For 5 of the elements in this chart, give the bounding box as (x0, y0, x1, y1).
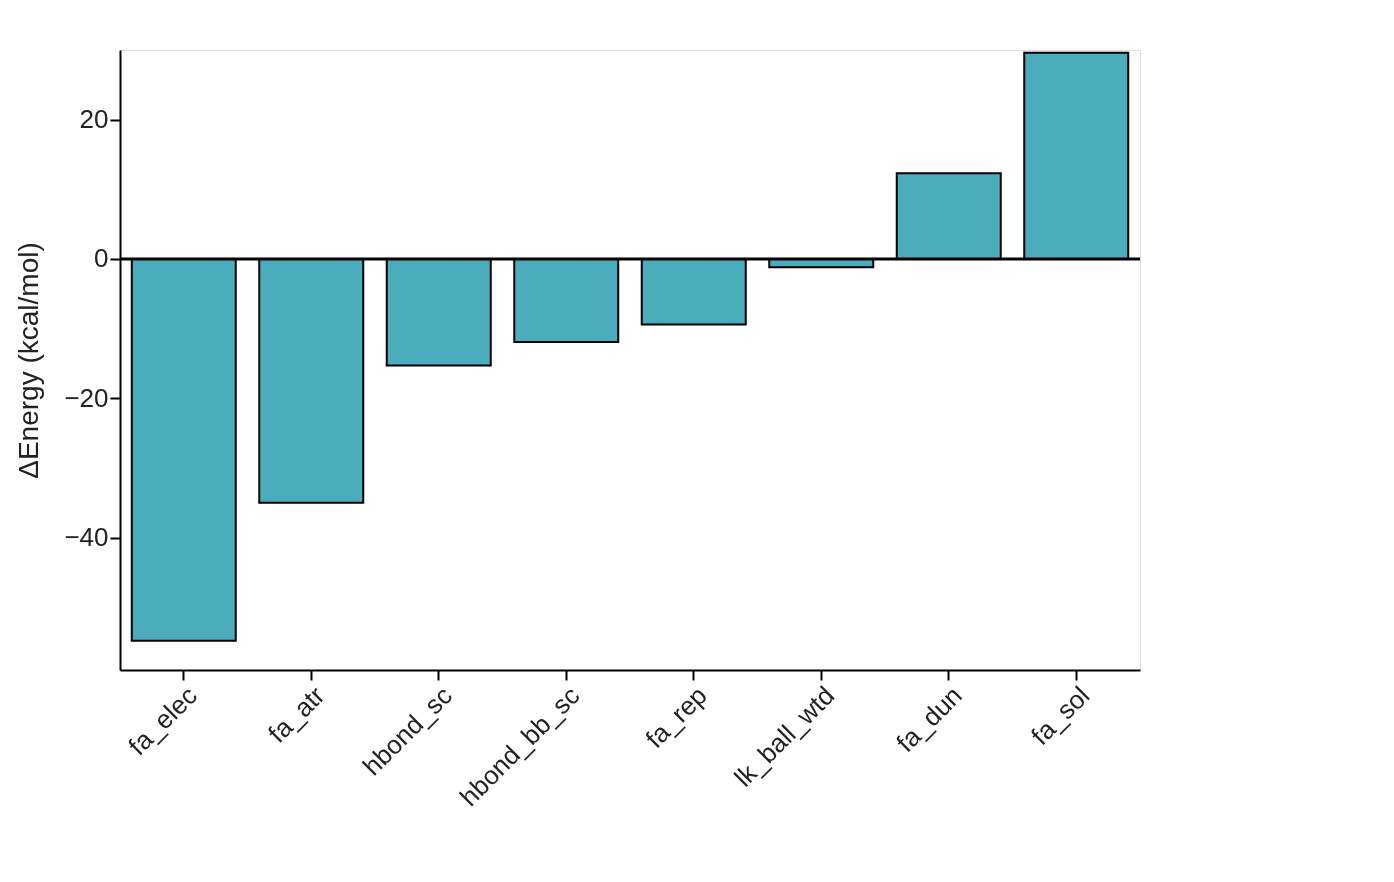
y-tick-label: 0 (94, 243, 109, 274)
y-tick-label: 20 (79, 104, 109, 135)
y-tick-label: −40 (64, 522, 109, 553)
y-axis-title: ΔEnergy (kcal/mol) (13, 242, 45, 479)
y-tick-label: −20 (64, 382, 109, 413)
